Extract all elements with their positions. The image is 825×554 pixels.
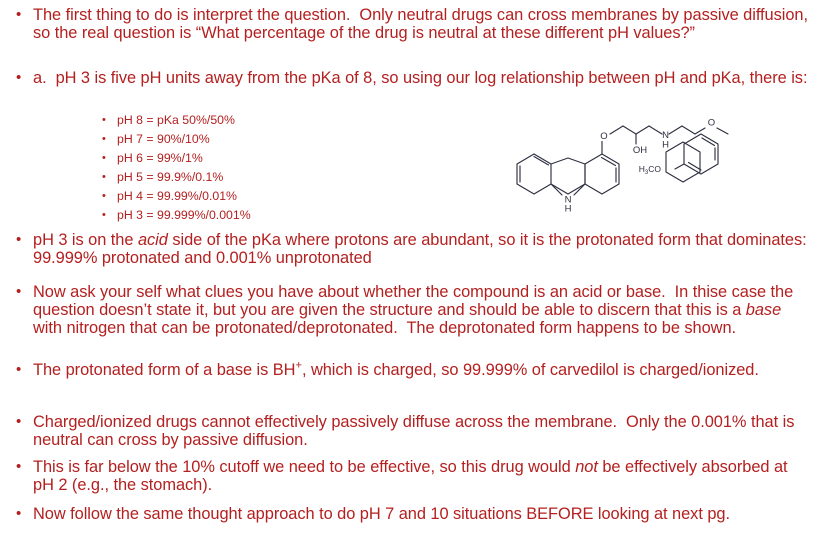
bullet-charged-cannot-diffuse: • Charged/ionized drugs cannot effective… (12, 413, 812, 449)
label-ether-oxygen-carbazole-top: O (600, 131, 607, 142)
emphasis-text: acid (137, 231, 168, 249)
emphasis-text: not (575, 458, 598, 476)
list-item-label: pH 4 = 99.99%/0.01% (117, 189, 237, 203)
sub-bullet-glyph: • (102, 114, 106, 126)
label-carbazole-hydrogen: H (565, 204, 572, 213)
label-ether-oxygen-aryl: O (708, 118, 715, 129)
bullet-glyph: • (16, 361, 22, 378)
text-run: The first thing to do is interpret the q… (33, 6, 813, 43)
bullet-glyph: • (16, 69, 22, 86)
bullet-glyph: • (16, 6, 22, 23)
text-run: Now ask your self what clues you have ab… (33, 283, 798, 320)
list-item-label: pH 8 = pKa 50%/50% (117, 113, 235, 127)
carvedilol-structure-image: O OH N H O N H H3CO O (505, 108, 740, 212)
bullet-text: This is far below the 10% cutoff we need… (33, 458, 812, 494)
label-amine-hydrogen: H (662, 140, 669, 151)
list-item-ph-7: • pH 7 = 90%/10% (98, 132, 210, 147)
list-item-ph-5: • pH 5 = 99.9%/0.1% (98, 170, 223, 185)
bullet-text: The first thing to do is interpret the q… (33, 6, 812, 42)
sub-bullet-glyph: • (102, 152, 106, 164)
text-run: , which is charged, so 99.999% of carved… (301, 361, 759, 379)
text-run: be effectively absorbed at pH 2 (e.g., t… (33, 458, 793, 495)
sub-bullet-glyph: • (102, 133, 106, 145)
label-hydroxyl: OH (633, 145, 647, 156)
bullet-protonated-bh-plus: • The protonated form of a base is BH+, … (12, 359, 812, 379)
list-item-label: pH 6 = 99%/1% (117, 151, 203, 165)
bullet-next-steps-ph-7-and-10: • Now follow the same thought approach t… (12, 505, 812, 523)
sub-bullet-glyph: • (102, 171, 106, 183)
text-run: Charged/ionized drugs cannot effectively… (33, 413, 799, 450)
bullet-acid-or-base-clues: • Now ask your self what clues you have … (12, 283, 812, 338)
label-methoxy: H3CO (639, 164, 662, 176)
bullet-glyph: • (16, 413, 22, 430)
carvedilol-skeletal-formula: O OH N H O N H H3CO O (516, 118, 729, 213)
list-item-label: pH 5 = 99.9%/0.1% (117, 170, 224, 184)
bullet-text: a. pH 3 is five pH units away from the p… (33, 69, 812, 87)
bullet-acid-side-dominates: • pH 3 is on the acid side of the pKa wh… (12, 231, 812, 267)
superscript-charge: + (295, 359, 302, 372)
bullet-text: Now ask your self what clues you have ab… (33, 283, 812, 338)
label-masks (599, 131, 609, 141)
label-amine-nitrogen: N (662, 130, 669, 141)
emphasis-text: base (745, 301, 782, 320)
text-run: side of the pKa where protons are abunda… (33, 231, 816, 268)
bullet-below-ten-percent-cutoff: • This is far below the 10% cutoff we ne… (12, 458, 812, 494)
list-item-ph-3: • pH 3 = 99.999%/0.001% (98, 208, 251, 223)
text-run: Now follow the same thought approach to … (33, 505, 730, 523)
list-item-label: pH 3 = 99.999%/0.001% (117, 208, 251, 222)
text-run: pH 3 is on the (33, 231, 138, 249)
text-run: a. pH 3 is five pH units away from the p… (33, 69, 808, 87)
label-carbazole-nitrogen: N (565, 195, 572, 206)
text-run: The protonated form of a base is BH (33, 361, 296, 379)
list-item-ph-4: • pH 4 = 99.99%/0.01% (98, 189, 237, 204)
list-item-ph-6: • pH 6 = 99%/1% (98, 151, 203, 166)
bullet-glyph: • (16, 283, 22, 300)
bullet-text: pH 3 is on the acid side of the pKa wher… (33, 231, 812, 267)
bullet-glyph: • (16, 231, 22, 248)
bullet-interpret-question: • The first thing to do is interpret the… (12, 6, 812, 42)
list-item-label: pH 7 = 90%/10% (117, 132, 210, 146)
sub-bullet-glyph: • (102, 209, 106, 221)
bullet-glyph: • (16, 505, 22, 522)
bullet-ph3-log-relationship: • a. pH 3 is five pH units away from the… (12, 69, 812, 87)
list-item-ph-8: • pH 8 = pKa 50%/50% (98, 113, 235, 128)
bullet-text: The protonated form of a base is BH+, wh… (33, 359, 812, 379)
bullet-text: Now follow the same thought approach to … (33, 505, 812, 523)
bullet-text: Charged/ionized drugs cannot effectively… (33, 413, 812, 449)
text-run: with nitrogen that can be protonated/dep… (33, 301, 786, 338)
sub-bullet-glyph: • (102, 190, 106, 202)
text-run: This is far below the 10% cutoff we need… (33, 458, 576, 476)
bullet-glyph: • (16, 458, 22, 475)
